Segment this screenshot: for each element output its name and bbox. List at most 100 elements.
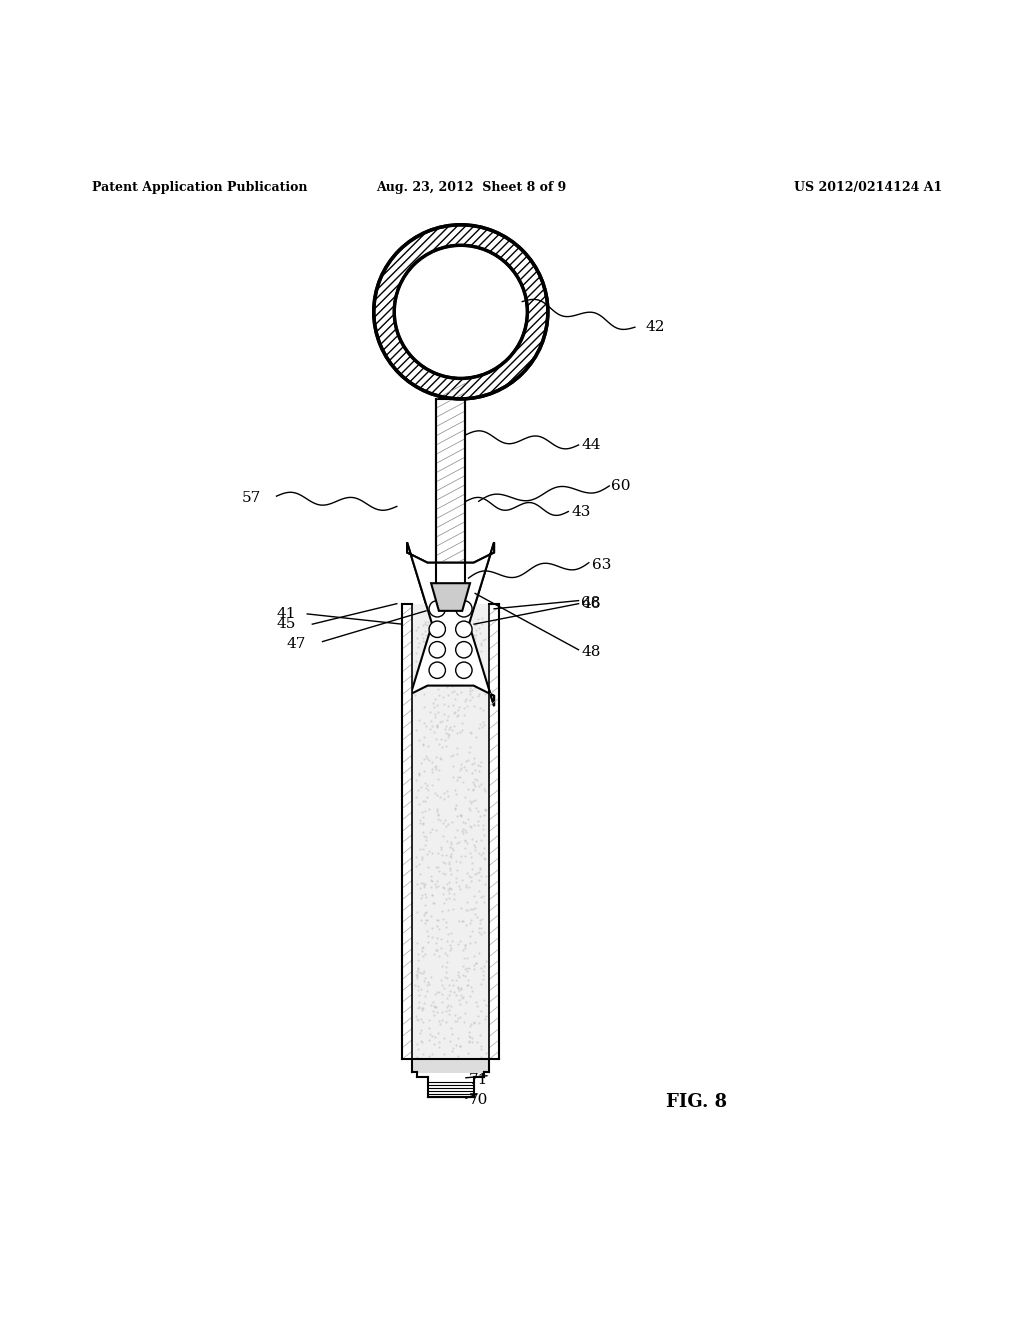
Point <box>442 859 459 880</box>
Point <box>416 649 432 671</box>
Point <box>450 705 466 726</box>
Point <box>418 715 434 737</box>
Point <box>449 1010 465 1031</box>
Point <box>411 764 427 785</box>
Point <box>474 717 490 738</box>
Point <box>413 752 429 774</box>
Point <box>473 751 489 772</box>
Point <box>429 648 445 669</box>
Point <box>462 737 478 758</box>
Text: 41: 41 <box>276 607 296 620</box>
Point <box>419 775 435 796</box>
Point <box>416 713 432 734</box>
Point <box>431 1010 447 1031</box>
Point <box>454 985 470 1006</box>
Point <box>454 987 470 1008</box>
Point <box>463 792 479 813</box>
Point <box>423 649 439 671</box>
Point <box>449 628 465 649</box>
Point <box>462 932 478 953</box>
Point <box>452 767 468 788</box>
Polygon shape <box>408 543 494 706</box>
Point <box>413 909 429 931</box>
Point <box>431 1031 447 1052</box>
Point <box>477 866 494 887</box>
Point <box>418 624 434 645</box>
Circle shape <box>456 622 472 638</box>
Point <box>470 755 486 776</box>
Point <box>473 774 489 795</box>
Text: 70: 70 <box>469 1093 488 1107</box>
Point <box>410 616 426 638</box>
Point <box>415 812 431 833</box>
Point <box>443 812 460 833</box>
Point <box>456 698 472 719</box>
Point <box>449 661 465 682</box>
Point <box>440 985 457 1006</box>
Text: 71: 71 <box>469 1073 488 1086</box>
Point <box>422 668 438 689</box>
Point <box>446 657 463 678</box>
Point <box>433 843 450 865</box>
Point <box>455 822 471 843</box>
Point <box>444 694 461 715</box>
Point <box>436 783 453 804</box>
Point <box>434 956 451 977</box>
Point <box>463 975 479 997</box>
Point <box>416 906 432 927</box>
Point <box>451 635 467 656</box>
Point <box>411 653 427 675</box>
Point <box>429 785 445 807</box>
Text: 63: 63 <box>592 558 611 572</box>
Point <box>466 837 482 858</box>
Point <box>436 1044 453 1065</box>
Point <box>415 873 431 894</box>
Point <box>417 639 433 660</box>
Point <box>427 704 443 725</box>
Point <box>414 652 430 673</box>
Point <box>435 616 452 638</box>
Point <box>436 878 453 899</box>
Point <box>434 1002 451 1023</box>
Point <box>416 673 432 694</box>
Point <box>438 997 455 1018</box>
Point <box>473 612 489 634</box>
Point <box>466 752 482 774</box>
Point <box>465 644 481 665</box>
Point <box>417 632 433 653</box>
Point <box>428 694 444 715</box>
Point <box>444 755 461 776</box>
Point <box>446 664 463 685</box>
Point <box>413 776 429 797</box>
Point <box>474 965 490 986</box>
Point <box>459 957 475 978</box>
Point <box>426 892 442 913</box>
Point <box>413 1019 429 1040</box>
Point <box>417 903 433 924</box>
Point <box>457 820 473 841</box>
Point <box>416 760 432 781</box>
Point <box>458 899 474 920</box>
Point <box>432 631 449 652</box>
Point <box>476 847 493 869</box>
Point <box>438 723 455 744</box>
Point <box>428 652 444 673</box>
Point <box>452 851 468 873</box>
Point <box>423 870 439 891</box>
Point <box>431 861 447 882</box>
Point <box>444 1038 461 1059</box>
Point <box>453 606 469 627</box>
Point <box>420 972 436 993</box>
Point <box>446 981 463 1002</box>
Point <box>473 640 489 661</box>
Point <box>450 933 466 954</box>
Point <box>441 974 458 995</box>
Point <box>443 832 460 853</box>
Point <box>430 622 446 643</box>
Point <box>413 1008 429 1030</box>
Text: 44: 44 <box>582 438 601 451</box>
Point <box>468 797 484 818</box>
Point <box>449 632 465 653</box>
Point <box>463 817 479 838</box>
Point <box>452 1007 468 1028</box>
